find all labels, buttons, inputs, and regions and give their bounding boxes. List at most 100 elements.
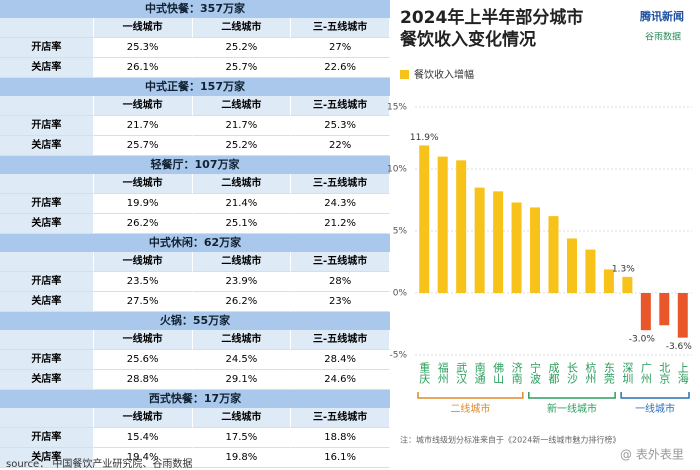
x-tick-label: 济南 — [510, 361, 523, 384]
table-cell: 开店率 — [0, 428, 94, 448]
group-bracket — [417, 392, 524, 399]
tables: 中式快餐：357万家 一线城市 二线城市 三-五线城市 开店率 25.3% 25.2% 27%… — [0, 0, 390, 468]
bar — [622, 276, 633, 293]
table-cell: 26.1% — [93, 58, 193, 78]
table-cell: 23.5% — [93, 272, 193, 292]
section-title: 轻餐厅：107万家 — [0, 156, 390, 174]
table-row: 关店率 26.1% 25.7% 22.6% — [0, 58, 390, 78]
table-cell: 关店率 — [0, 292, 94, 312]
table-cell: 28.8% — [93, 370, 193, 390]
table-cell: 25.2% — [192, 136, 292, 156]
bar — [456, 160, 467, 293]
table-cell: 16.1% — [291, 448, 390, 468]
source: source： 中国餐饮产业研究院、谷雨数据 — [6, 459, 193, 470]
table-cell: 29.1% — [192, 370, 292, 390]
bar — [437, 156, 448, 293]
x-tick-label: 深圳 — [621, 362, 634, 384]
table-cell: 28.4% — [291, 350, 390, 370]
header-cell: 三-五线城市 — [291, 252, 390, 272]
table-row: 关店率 26.2% 25.1% 21.2% — [0, 214, 390, 234]
table-row: 关店率 27.5% 26.2% 23% — [0, 292, 390, 312]
bar — [493, 191, 504, 293]
header-cell: 一线城市 — [93, 96, 193, 116]
table-cell: 22% — [291, 136, 390, 156]
x-tick-label: 武汉 — [455, 362, 468, 385]
table-cell: 关店率 — [0, 448, 94, 468]
chart-title: 餐饮收入变化情况 — [400, 29, 536, 50]
table-cell: 25.7% — [93, 136, 193, 156]
bar — [548, 216, 559, 293]
x-tick-label: 福州 — [436, 361, 449, 384]
x-tick-label: 重庆 — [418, 361, 431, 385]
header-row: 一线城市 二线城市 三-五线城市 — [0, 408, 390, 428]
table-row: 开店率 15.4% 17.5% 18.8% — [0, 428, 390, 448]
table-cell: 开店率 — [0, 116, 94, 136]
table-row: 关店率 28.8% 29.1% 24.6% — [0, 370, 390, 390]
header-cell — [0, 408, 94, 428]
header-cell: 二线城市 — [192, 174, 292, 194]
table-cell: 21.7% — [192, 116, 292, 136]
table-section: 中式休闲：62万家 一线城市 二线城市 三-五线城市 开店率 23.5% 23.9% 28% 关… — [0, 234, 390, 312]
table-cell: 27% — [291, 38, 390, 58]
x-tick-label: 东莞 — [602, 362, 615, 385]
table-section: 西式快餐：17万家 一线城市 二线城市 三-五线城市 开店率 15.4% 17.5% 18.8… — [0, 390, 390, 468]
header-cell — [0, 174, 94, 194]
x-tick-label: 北京 — [658, 362, 671, 385]
table-cell: 15.4% — [93, 428, 193, 448]
table-cell: 开店率 — [0, 350, 94, 370]
table-row: 开店率 21.7% 21.7% 25.3% — [0, 116, 390, 136]
logo: 谷雨数据 — [645, 31, 681, 43]
value-label: -3.6% — [666, 342, 693, 352]
x-tick-label: 广州 — [639, 362, 652, 384]
y-tick-label: 5% — [393, 227, 408, 237]
table-cell: 24.5% — [192, 350, 292, 370]
header-cell: 三-五线城市 — [291, 96, 390, 116]
table-cell: 22.6% — [291, 58, 390, 78]
legend-swatch — [400, 70, 409, 79]
table-cell: 24.6% — [291, 370, 390, 390]
table-section: 轻餐厅：107万家 一线城市 二线城市 三-五线城市 开店率 19.9% 21.4% 24.3… — [0, 156, 390, 234]
table-row: 开店率 23.5% 23.9% 28% — [0, 272, 390, 292]
x-tick-label: 宁波 — [529, 361, 542, 385]
x-tick-label: 上海 — [676, 362, 689, 385]
note: 注：城市线级划分标准来自于《2024新一线城市魅力排行榜》 — [400, 435, 620, 445]
header-cell: 二线城市 — [192, 408, 292, 428]
table-cell: 关店率 — [0, 214, 94, 234]
table-row: 开店率 25.6% 24.5% 28.4% — [0, 350, 390, 370]
y-tick-label: 15% — [387, 103, 407, 113]
table-row: 开店率 25.3% 25.2% 27% — [0, 38, 390, 58]
table-cell: 关店率 — [0, 58, 94, 78]
section-title: 西式快餐：17万家 — [0, 390, 390, 408]
bar — [659, 293, 670, 326]
bar — [419, 145, 430, 293]
table-cell: 21.4% — [192, 194, 292, 214]
y-tick-label: 10% — [387, 165, 407, 175]
table-section: 火锅：55万家 一线城市 二线城市 三-五线城市 开店率 25.6% 24.5% 28.4% 关… — [0, 312, 390, 390]
table-cell: 21.7% — [93, 116, 193, 136]
table-cell: 25.1% — [192, 214, 292, 234]
table-row: 关店率 25.7% 25.2% 22% — [0, 136, 390, 156]
x-tick-label: 长沙 — [565, 362, 578, 384]
table-cell: 23% — [291, 292, 390, 312]
group-label: 一线城市 — [635, 402, 675, 415]
header-cell: 二线城市 — [192, 252, 292, 272]
table-cell: 19.8% — [192, 448, 292, 468]
bar — [530, 207, 541, 293]
watermark: @ 表外表里 — [620, 448, 684, 462]
section-title: 中式快餐：357万家 — [0, 0, 390, 18]
table-section: 中式快餐：357万家 一线城市 二线城市 三-五线城市 开店率 25.3% 25.2% 27%… — [0, 0, 390, 78]
header-cell: 二线城市 — [192, 18, 292, 38]
table-cell: 23.9% — [192, 272, 292, 292]
table-cell: 18.8% — [291, 428, 390, 448]
header-cell: 一线城市 — [93, 252, 193, 272]
table-cell: 25.3% — [93, 38, 193, 58]
x-tick-label: 成都 — [547, 362, 560, 384]
header-cell: 一线城市 — [93, 330, 193, 350]
y-tick-label: -5% — [389, 351, 407, 361]
table-cell: 开店率 — [0, 272, 94, 292]
header-cell: 一线城市 — [93, 408, 193, 428]
table-cell: 19.4% — [93, 448, 193, 468]
bar — [603, 269, 614, 293]
